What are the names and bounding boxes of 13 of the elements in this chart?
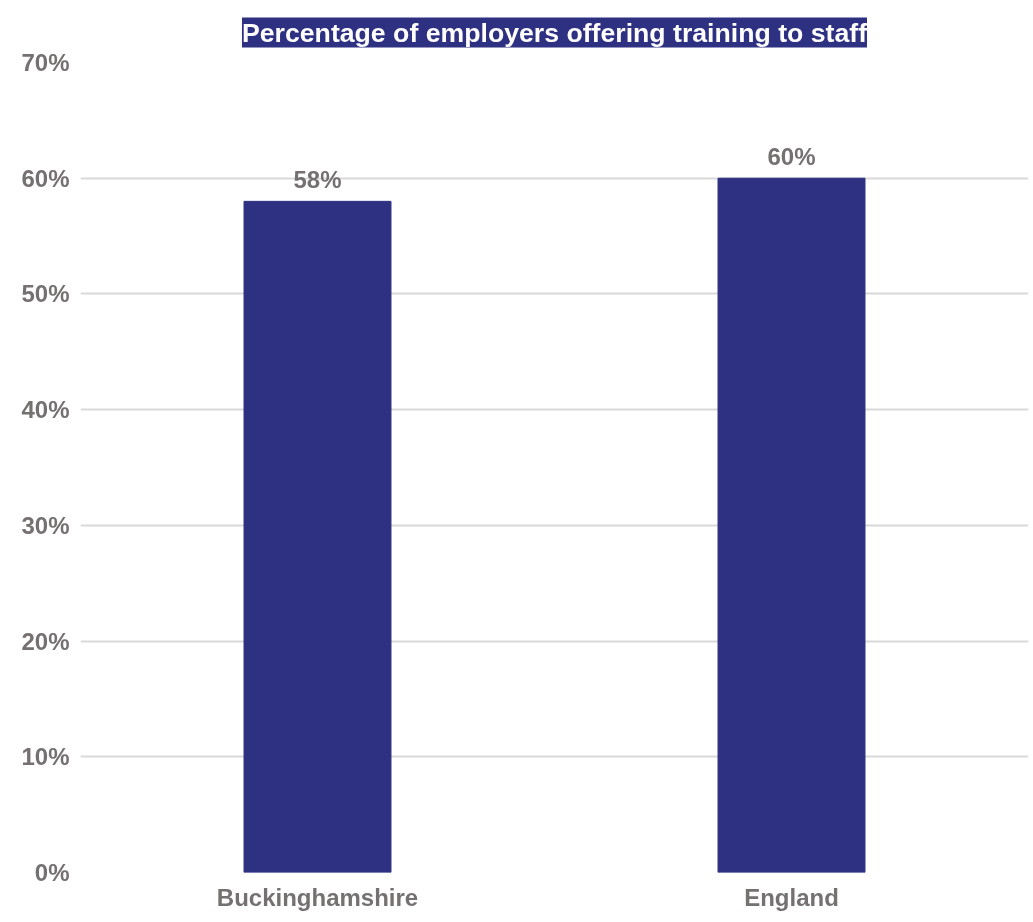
x-tick-label: Buckinghamshire [216,883,419,911]
y-tick-label: 60% [21,164,70,192]
x-tick-label: England [744,883,839,911]
y-tick-label: 50% [21,280,70,308]
data-label: 58% [293,166,342,194]
y-tick-label: 30% [21,511,70,539]
y-tick-label: 40% [21,396,70,424]
chart-title: Percentage of employers offering training to staff [241,17,868,48]
data-label: 60% [767,143,816,171]
y-tick-label: 10% [21,743,70,771]
y-tick-label: 0% [34,859,70,886]
y-tick-label: 20% [21,627,70,655]
y-tick-label: 70% [21,49,70,76]
